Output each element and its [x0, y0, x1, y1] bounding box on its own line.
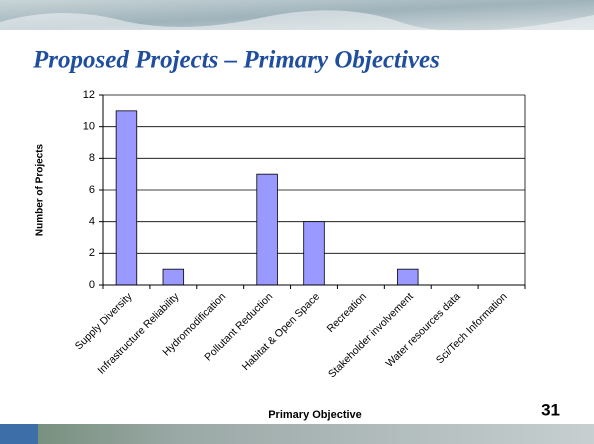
y-tick-label: 8: [89, 152, 95, 164]
logo: [0, 424, 38, 444]
x-tick-label: Stakeholder involvement: [326, 291, 416, 381]
y-tick-label: 2: [89, 247, 95, 259]
bar: [303, 221, 325, 286]
bottom-banner: [0, 424, 594, 444]
bar: [256, 173, 278, 286]
y-tick-label: 0: [89, 279, 95, 291]
page-number: 31: [541, 400, 560, 419]
bar: [397, 268, 419, 286]
y-axis-label: Number of Projects: [35, 143, 46, 236]
slide-title: Proposed Projects – Primary Objectives: [32, 47, 440, 74]
x-tick-label: Habitat & Open Space: [240, 290, 322, 372]
x-tick-label: Infrastructure Reliability: [95, 290, 182, 377]
y-tick-label: 12: [83, 89, 95, 101]
x-tick-label: Recreation: [325, 290, 370, 335]
bar: [162, 268, 185, 286]
bar: [115, 110, 138, 286]
y-tick-label: 6: [89, 184, 95, 196]
banner-wave: [0, 10, 594, 31]
x-axis-label: Primary Objective: [268, 409, 362, 421]
y-tick-label: 4: [89, 216, 95, 228]
y-tick-label: 10: [83, 121, 95, 133]
